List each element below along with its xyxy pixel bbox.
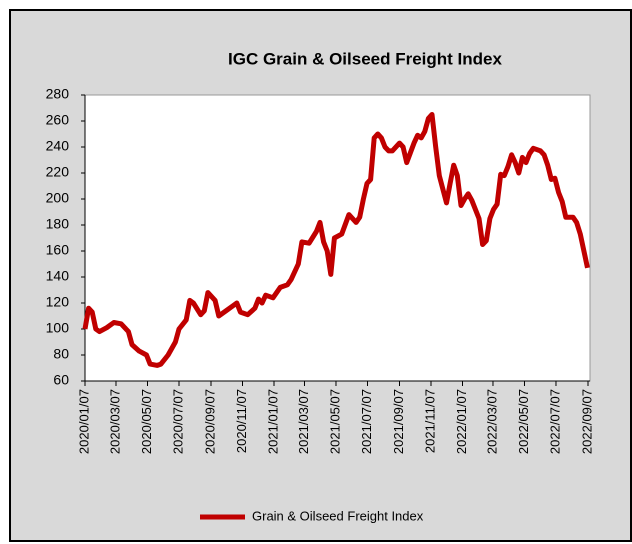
legend-label: Grain & Oilseed Freight Index: [252, 508, 424, 523]
x-tick-label: 2022/05/07: [516, 389, 531, 454]
x-tick-label: 2020/07/07: [170, 389, 185, 454]
y-tick-label: 180: [46, 216, 70, 232]
y-tick-label: 260: [46, 112, 70, 128]
x-tick-label: 2021/01/07: [265, 389, 280, 454]
x-tick-label: 2020/03/07: [107, 389, 122, 454]
y-tick-label: 120: [46, 294, 70, 310]
chart-title: IGC Grain & Oilseed Freight Index: [228, 49, 502, 68]
x-tick-label: 2021/09/07: [391, 389, 406, 454]
x-tick-label: 2022/09/07: [579, 389, 594, 454]
y-tick-label: 160: [46, 242, 70, 258]
x-tick-label: 2022/03/07: [484, 389, 499, 454]
x-tick-label: 2021/03/07: [296, 389, 311, 454]
y-tick-label: 60: [53, 372, 69, 388]
x-tick-label: 2020/11/07: [234, 389, 249, 453]
y-tick-label: 280: [46, 86, 70, 102]
x-tick-label: 2020/05/07: [139, 389, 154, 454]
x-tick-label: 2021/07/07: [359, 389, 374, 454]
x-tick-label: 2022/07/07: [547, 389, 562, 454]
x-tick-label: 2021/05/07: [327, 389, 342, 454]
series-line: [82, 112, 590, 368]
y-tick-label: 140: [46, 268, 70, 284]
x-tick-label: 2020/09/07: [202, 389, 217, 454]
y-tick-label: 100: [46, 320, 70, 336]
y-tick-label: 220: [46, 164, 70, 180]
x-tick-label: 2020/01/07: [76, 389, 91, 454]
y-tick-label: 80: [53, 346, 69, 362]
x-tick-label: 2021/11/07: [422, 389, 437, 453]
y-tick-label: 200: [46, 190, 70, 206]
x-tick-label: 2022/01/07: [454, 389, 469, 454]
y-tick-label: 240: [46, 138, 70, 154]
